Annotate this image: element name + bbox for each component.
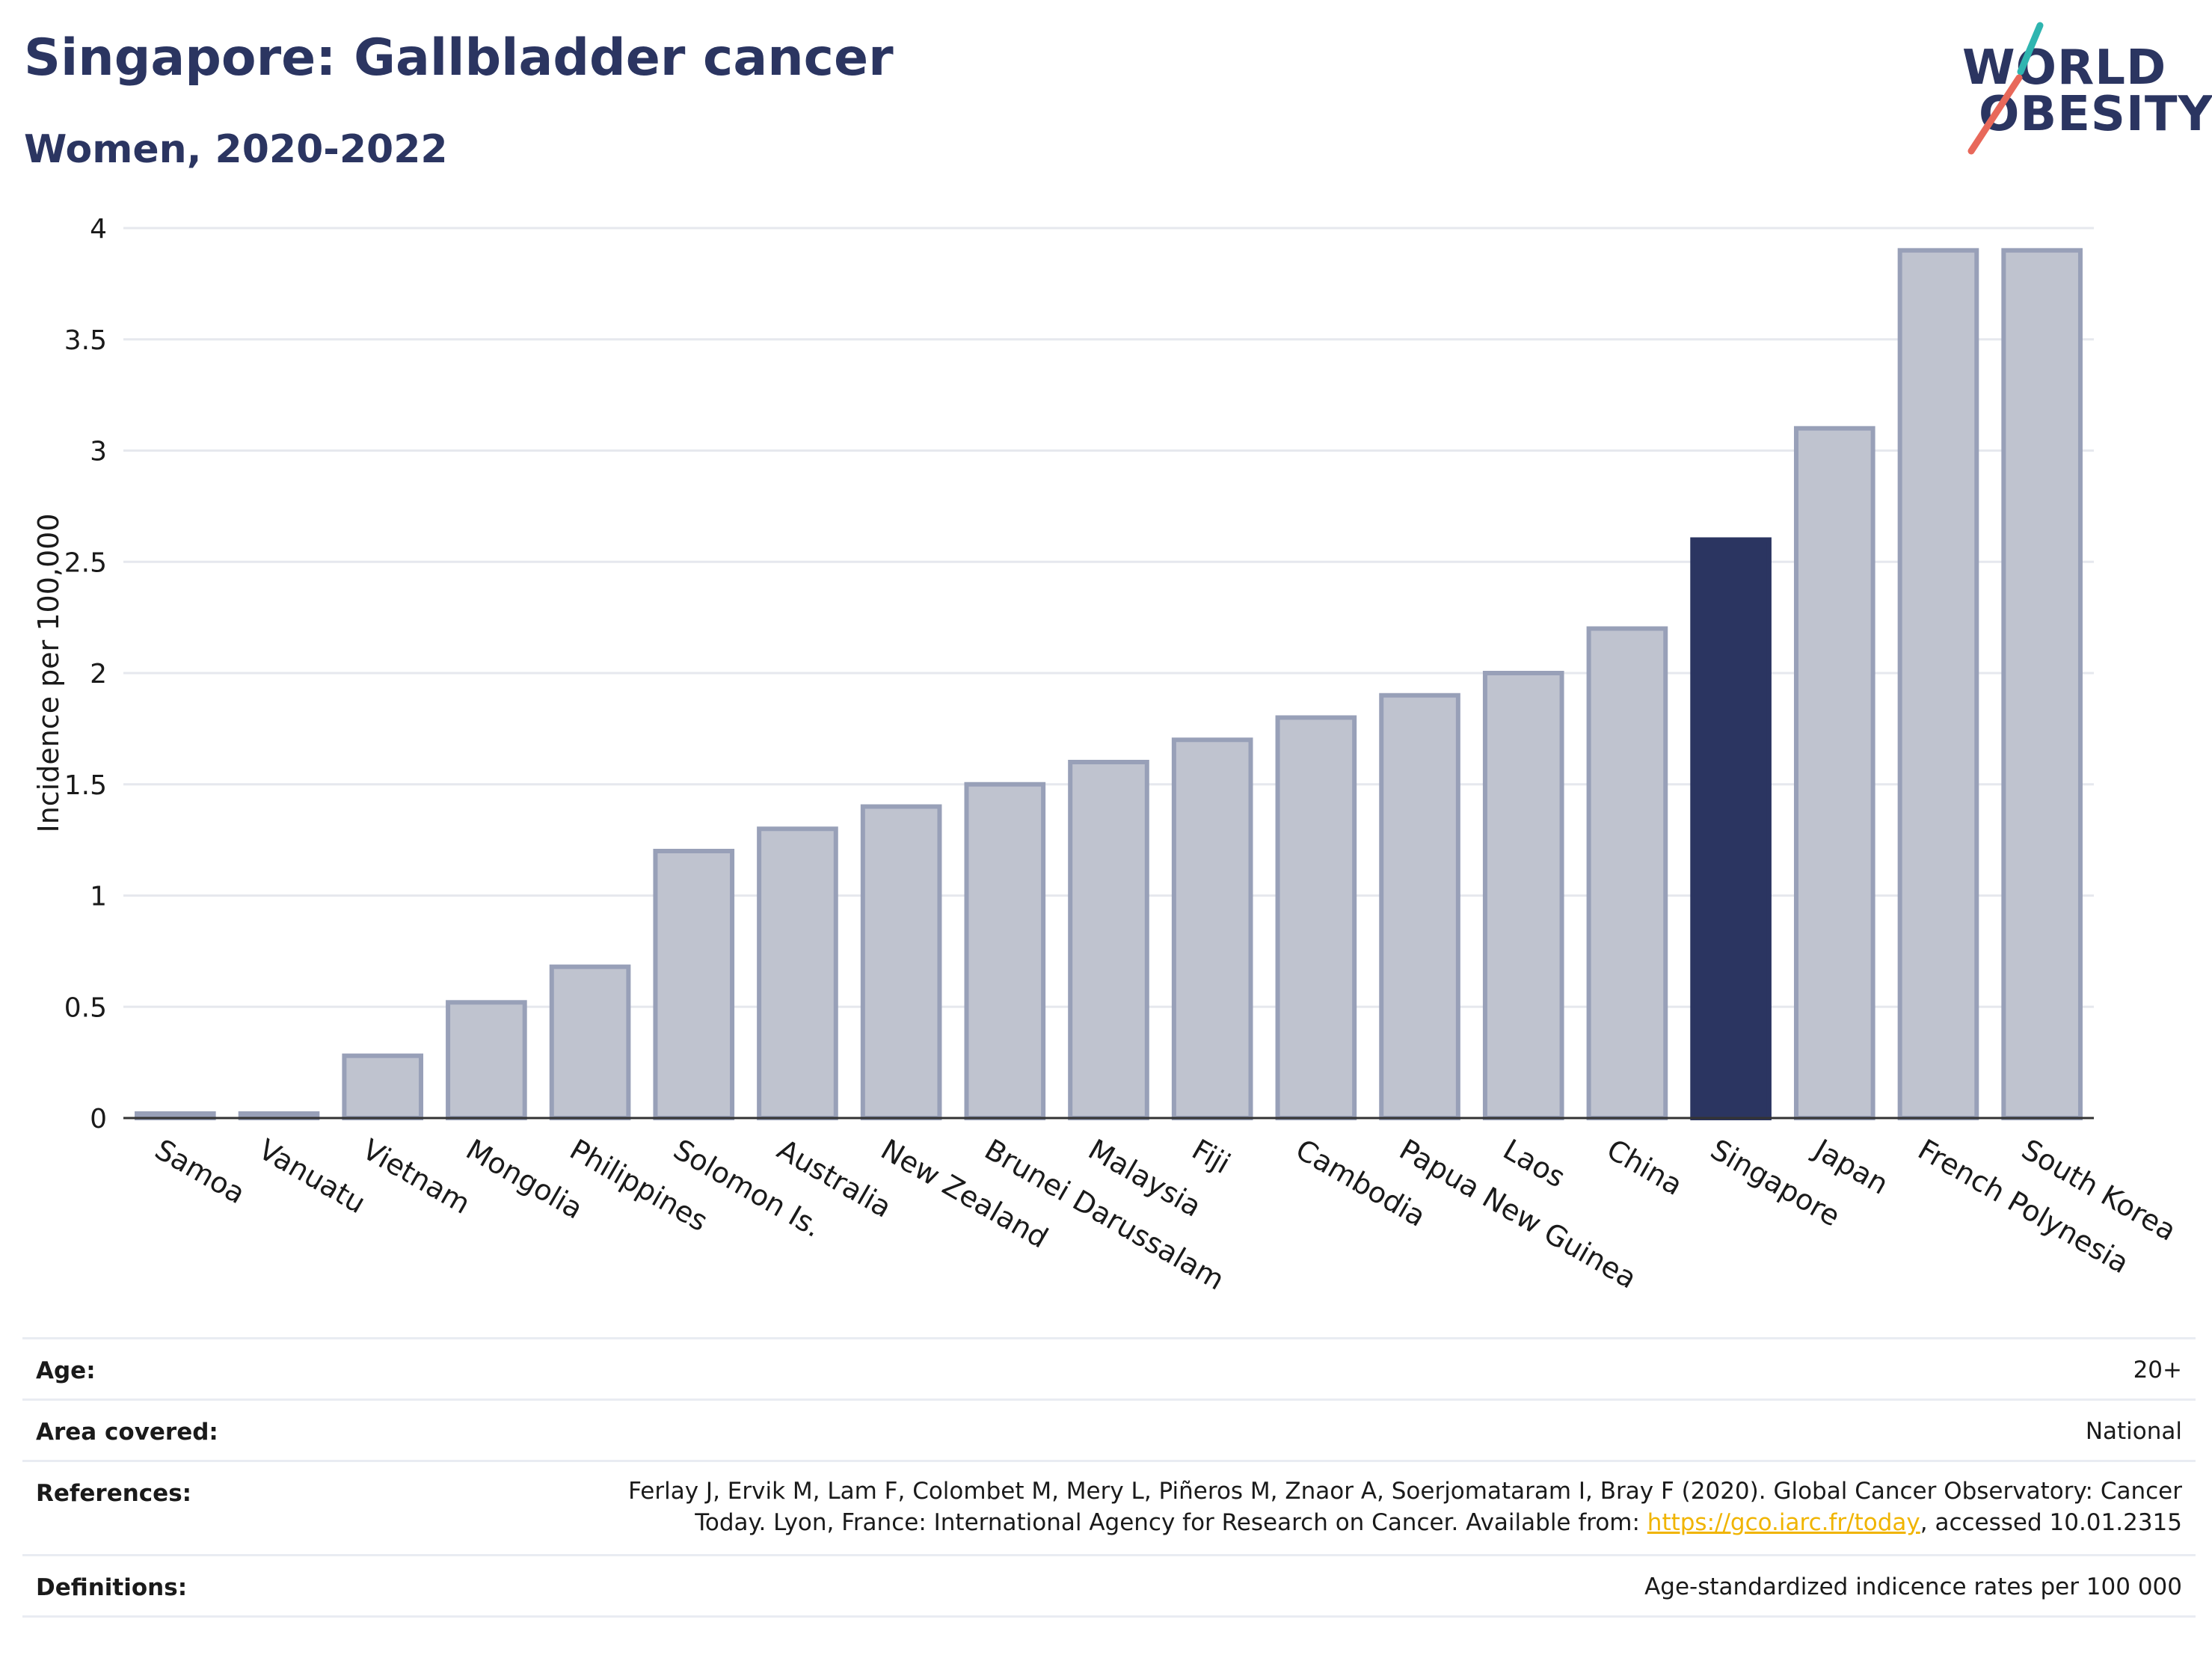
info-row-age: Age: 20+: [22, 1337, 2196, 1399]
bar-french-polynesia: [1897, 248, 1979, 1120]
age-value: 20+: [2133, 1357, 2182, 1384]
bar-australia: [757, 826, 838, 1120]
y-tick-label: 2: [90, 659, 107, 690]
bar-vietnam: [342, 1053, 424, 1120]
x-tick-label: Vanuatu: [254, 1133, 372, 1220]
info-row-references: References: Ferlay J, Ervik M, Lam F, Co…: [22, 1460, 2196, 1555]
bar-solomon-is: [653, 849, 735, 1120]
chart-subtitle: Women, 2020-2022: [24, 127, 448, 172]
info-bottom-border: [22, 1615, 2196, 1618]
x-tick-label: China: [1601, 1133, 1688, 1202]
y-axis-label: Incidence per 100,000: [32, 513, 65, 832]
x-tick-label: Laos: [1498, 1133, 1571, 1194]
y-tick-label: 1.5: [64, 770, 107, 801]
definitions-value: Age-standardized indicence rates per 100…: [1644, 1573, 2182, 1600]
bar-malaysia: [1068, 760, 1149, 1120]
bar-laos: [1482, 671, 1564, 1120]
x-tick-label: Mongolia: [461, 1133, 589, 1226]
x-tick-label: Vietnam: [357, 1133, 476, 1220]
bar-japan: [1793, 426, 1875, 1120]
world-obesity-logo: WORLD OBESITY: [1952, 18, 2212, 160]
age-label: Age:: [36, 1357, 96, 1384]
chart-title: Singapore: Gallbladder cancer: [24, 28, 894, 87]
x-tick-label: Fiji: [1187, 1133, 1236, 1180]
references-line-2-post: , accessed 10.01.2315: [1920, 1509, 2182, 1536]
bar-papua-new-guinea: [1379, 693, 1460, 1120]
y-tick-label: 2.5: [64, 547, 107, 578]
bar-south-korea: [2001, 248, 2083, 1120]
x-tick-labels: Samoa VanuatuVietnamMongoliaPhilippinesSo…: [150, 1132, 2182, 1297]
bar-chart: 0 0.5 1 1.5 2 2.5 3 3.5 4 Samoa VanuatuVietnamMon…: [32, 214, 2182, 1297]
bar-mongolia: [446, 1000, 527, 1121]
bar-singapore: [1690, 537, 1772, 1120]
bar-china: [1586, 626, 1668, 1120]
y-tick-label: 4: [90, 214, 107, 245]
logo-slash-icon: [1967, 22, 2044, 155]
y-tick-label: 3: [90, 437, 107, 467]
x-tick-label: Samoa: [150, 1133, 251, 1211]
y-tick-label: 1: [90, 882, 107, 912]
bars: [135, 248, 2083, 1121]
y-tick-label: 0: [90, 1104, 107, 1134]
info-row-area: Area covered: National: [22, 1398, 2196, 1461]
references-line-1: Ferlay J, Ervik M, Lam F, Colombet M, Me…: [628, 1478, 2182, 1505]
references-value: Ferlay J, Ervik M, Lam F, Colombet M, Me…: [628, 1476, 2182, 1538]
references-label: References:: [36, 1480, 192, 1507]
references-line-2-pre: Today. Lyon, France: International Agenc…: [695, 1509, 1647, 1536]
y-tick-labels: 0 0.5 1 1.5 2 2.5 3 3.5 4: [64, 214, 107, 1134]
bar-cambodia: [1275, 715, 1357, 1120]
info-row-definitions: Definitions: Age-standardized indicence …: [22, 1554, 2196, 1618]
bar-fiji: [1171, 737, 1253, 1120]
area-label: Area covered:: [36, 1419, 218, 1446]
references-line-2: Today. Lyon, France: International Agenc…: [628, 1507, 2182, 1538]
y-tick-label: 0.5: [64, 992, 107, 1023]
y-tick-label: 3.5: [64, 325, 107, 356]
logo-line-1: WORLD: [1962, 40, 2167, 96]
area-value: National: [2085, 1418, 2182, 1445]
bar-brunei-darussalam: [964, 782, 1046, 1120]
bar-philippines: [549, 964, 631, 1120]
definitions-label: Definitions:: [36, 1574, 188, 1601]
references-link[interactable]: https://gco.iarc.fr/today: [1647, 1509, 1920, 1536]
bar-new-zealand: [860, 804, 942, 1120]
logo-line-2: OBESITY: [1979, 87, 2212, 142]
